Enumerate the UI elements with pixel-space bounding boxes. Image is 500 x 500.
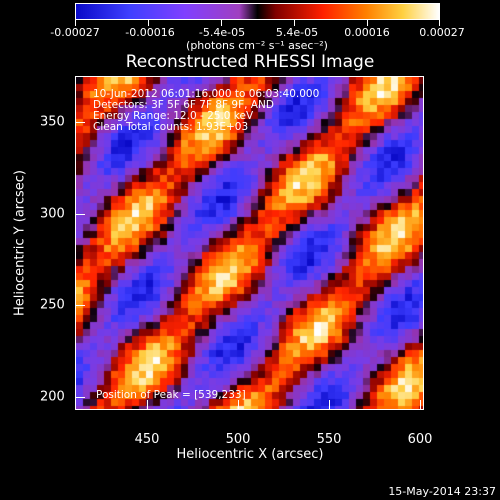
y-axis-title: Heliocentric Y (arcsec)	[12, 170, 28, 316]
timestamp-label: 15-May-2014 23:37	[388, 485, 496, 498]
colorbar-tick-label: 0.00016	[344, 26, 390, 39]
colorbar-tick-label: -0.00016	[125, 26, 175, 39]
y-tick	[75, 214, 85, 215]
colorbar-tick-label: 5.4e-05	[275, 26, 319, 39]
colorbar-tick	[221, 20, 222, 26]
counts-label: Clean Total counts: 1.93E+03	[93, 121, 249, 133]
x-tick	[420, 400, 421, 410]
colorbar-tick	[75, 20, 76, 26]
colorbar-tick	[439, 20, 440, 26]
y-tick-label: 350	[40, 114, 65, 130]
time-range-label: 10-Jun-2012 06:01:16.000 to 06:03:40.000	[93, 88, 320, 100]
x-tick-label: 600	[407, 432, 433, 447]
y-tick-label: 200	[40, 389, 65, 405]
detectors-label: Detectors: 3F 5F 6F 7F 8F 9F, AND	[93, 99, 274, 111]
y-tick-label: 250	[40, 297, 65, 313]
y-tick-label: 300	[40, 206, 65, 222]
colorbar-unit-label: (photons cm⁻² s⁻¹ asec⁻²)	[186, 39, 328, 52]
x-tick	[238, 400, 239, 410]
colorbar-tick	[367, 20, 368, 26]
colorbar-ticks	[75, 20, 440, 26]
x-tick	[147, 400, 148, 410]
x-tick-label: 500	[225, 432, 251, 447]
chart-title: Reconstructed RHESSI Image	[125, 52, 375, 72]
colorbar	[75, 3, 440, 20]
x-tick-label: 450	[134, 432, 160, 447]
y-tick	[75, 122, 85, 123]
x-axis-title: Heliocentric X (arcsec)	[176, 447, 324, 462]
plot-area: 10-Jun-2012 06:01:16.000 to 06:03:40.000…	[75, 76, 424, 410]
y-tick	[75, 397, 85, 398]
heatmap-image	[76, 77, 423, 409]
colorbar-tick	[294, 20, 295, 26]
colorbar-tick-label: -0.00027	[50, 26, 100, 39]
peak-position-label: Position of Peak = [539,233]	[96, 389, 246, 401]
x-tick	[329, 400, 330, 410]
colorbar-tick-label: 0.00027	[419, 26, 465, 39]
x-tick-label: 550	[316, 432, 342, 447]
y-tick	[75, 305, 85, 306]
colorbar-tick-label: -5.4e-05	[198, 26, 246, 39]
energy-range-label: Energy Range: 12.0 - 25.0 keV	[93, 110, 254, 122]
colorbar-tick	[148, 20, 149, 26]
